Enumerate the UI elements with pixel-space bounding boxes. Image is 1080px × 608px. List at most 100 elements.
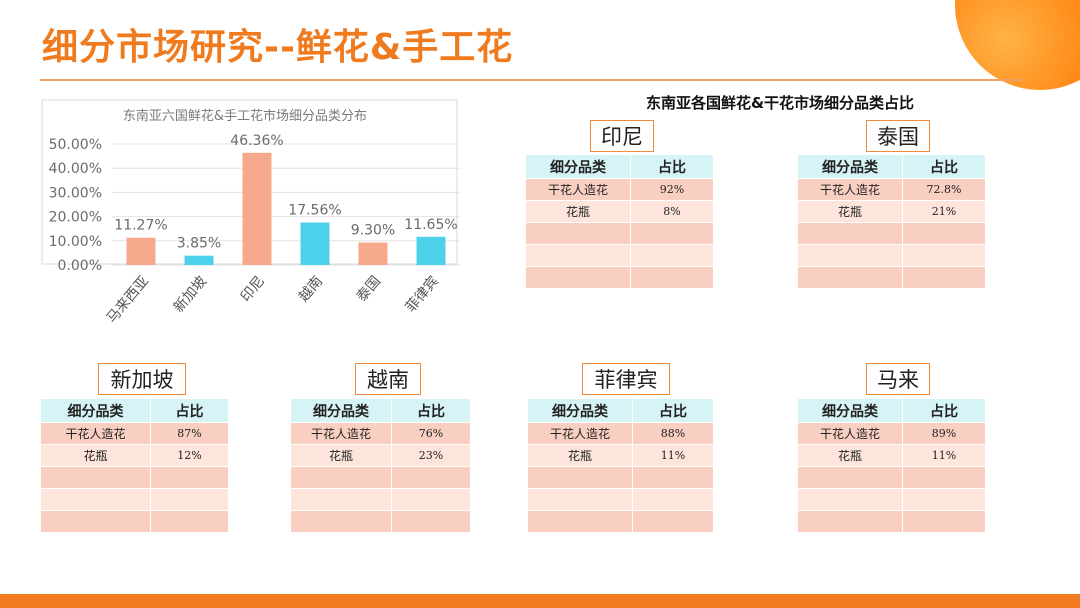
country-label-vietnam: 越南: [355, 363, 421, 395]
header-share: 占比: [902, 398, 986, 423]
table-row: [290, 466, 471, 489]
title-divider: [40, 79, 1025, 81]
cell-category: [290, 466, 392, 489]
table-row: 花瓶 21%: [797, 200, 986, 223]
y-tick-label: 10.00%: [49, 234, 102, 250]
data-label: 3.85%: [177, 236, 221, 252]
table-malaysia: 细分品类 占比 干花人造花 89% 花瓶 11%: [797, 398, 986, 533]
country-label-singapore: 新加坡: [98, 363, 186, 395]
country-label-thailand: 泰国: [866, 120, 930, 152]
bar-4: [300, 222, 330, 265]
cell-share: 88%: [632, 422, 714, 445]
table-header-row: 细分品类 占比: [40, 398, 229, 423]
table-header-row: 细分品类 占比: [797, 154, 986, 179]
cell-share: 8%: [630, 200, 714, 223]
section-title: 东南亚各国鲜花&干花市场细分品类占比: [645, 94, 915, 112]
cell-category: [527, 488, 633, 511]
cell-category: 干花人造花: [525, 178, 631, 201]
cell-category: [40, 488, 151, 511]
header-share: 占比: [630, 154, 714, 179]
country-label-malaysia: 马来: [866, 363, 930, 395]
cell-category: 花瓶: [797, 444, 903, 467]
cell-category: 花瓶: [290, 444, 392, 467]
cell-share: [632, 488, 714, 511]
header-share: 占比: [902, 154, 986, 179]
cell-share: 92%: [630, 178, 714, 201]
corner-decoration-circle: [955, 0, 1080, 90]
table-row: 干花人造花 72.8%: [797, 178, 986, 201]
cell-category: [797, 510, 903, 533]
chart-title: 东南亚六国鲜花&手工花市场细分品类分布: [123, 108, 367, 124]
bar-1: [126, 237, 156, 265]
cell-category: [525, 244, 631, 267]
cell-category: [40, 466, 151, 489]
table-row: [290, 488, 471, 511]
cell-category: [527, 510, 633, 533]
y-tick-label: 20.00%: [49, 210, 102, 226]
table-row: [527, 466, 714, 489]
cell-share: [632, 466, 714, 489]
table-row: 干花人造花 88%: [527, 422, 714, 445]
header-category: 细分品类: [525, 154, 631, 179]
header-share: 占比: [150, 398, 229, 423]
table-row: 花瓶 11%: [527, 444, 714, 467]
cell-share: [391, 488, 471, 511]
cell-share: [630, 244, 714, 267]
header-category: 细分品类: [290, 398, 392, 423]
cell-share: [902, 244, 986, 267]
cell-category: 干花人造花: [40, 422, 151, 445]
header-category: 细分品类: [527, 398, 633, 423]
table-row: [797, 266, 986, 289]
data-label: 11.27%: [114, 218, 167, 234]
table-row: [797, 488, 986, 511]
table-singapore: 细分品类 占比 干花人造花 87% 花瓶 12%: [40, 398, 229, 533]
cell-category: [797, 222, 903, 245]
cell-share: 89%: [902, 422, 986, 445]
table-row: [40, 488, 229, 511]
cell-share: [630, 266, 714, 289]
y-tick-label: 50.00%: [49, 137, 102, 153]
table-row: 干花人造花 89%: [797, 422, 986, 445]
cell-share: [150, 510, 229, 533]
table-thailand: 细分品类 占比 干花人造花 72.8% 花瓶 21%: [797, 154, 986, 289]
cell-share: [902, 488, 986, 511]
cell-category: 花瓶: [40, 444, 151, 467]
table-row: 干花人造花 92%: [525, 178, 714, 201]
cell-category: [290, 510, 392, 533]
cell-category: [290, 488, 392, 511]
cell-share: [902, 466, 986, 489]
table-row: [40, 466, 229, 489]
country-label-philippines: 菲律宾: [582, 363, 670, 395]
x-tick-label: 马来西亚: [104, 273, 152, 326]
table-row: 干花人造花 76%: [290, 422, 471, 445]
slide-title: 细分市场研究--鲜花&手工花: [42, 27, 514, 68]
cell-share: [902, 266, 986, 289]
table-row: 花瓶 11%: [797, 444, 986, 467]
cell-share: [630, 222, 714, 245]
header-category: 细分品类: [797, 154, 903, 179]
country-label-indonesia: 印尼: [590, 120, 654, 152]
cell-category: 花瓶: [527, 444, 633, 467]
cell-category: [525, 222, 631, 245]
cell-share: 11%: [902, 444, 986, 467]
cell-share: 21%: [902, 200, 986, 223]
data-label: 9.30%: [351, 222, 395, 238]
cell-category: [797, 244, 903, 267]
table-row: [527, 488, 714, 511]
data-label: 46.36%: [230, 133, 283, 149]
table-row: [525, 222, 714, 245]
cell-category: 干花人造花: [290, 422, 392, 445]
table-indonesia: 细分品类 占比 干花人造花 92% 花瓶 8%: [525, 154, 714, 289]
x-tick-label: 新加坡: [171, 273, 210, 315]
x-tick-label: 印尼: [238, 273, 268, 305]
table-row: [525, 266, 714, 289]
cell-share: 87%: [150, 422, 229, 445]
x-tick-label: 泰国: [354, 273, 384, 305]
data-label: 11.65%: [404, 217, 457, 233]
bar-chart: 东南亚六国鲜花&手工花市场细分品类分布 0.00% 10.00% 20.00% 30.0…: [41, 99, 460, 326]
cell-share: [150, 488, 229, 511]
table-vietnam: 细分品类 占比 干花人造花 76% 花瓶 23%: [290, 398, 471, 533]
table-header-row: 细分品类 占比: [525, 154, 714, 179]
y-tick-label: 0.00%: [58, 258, 102, 274]
table-row: 花瓶 12%: [40, 444, 229, 467]
